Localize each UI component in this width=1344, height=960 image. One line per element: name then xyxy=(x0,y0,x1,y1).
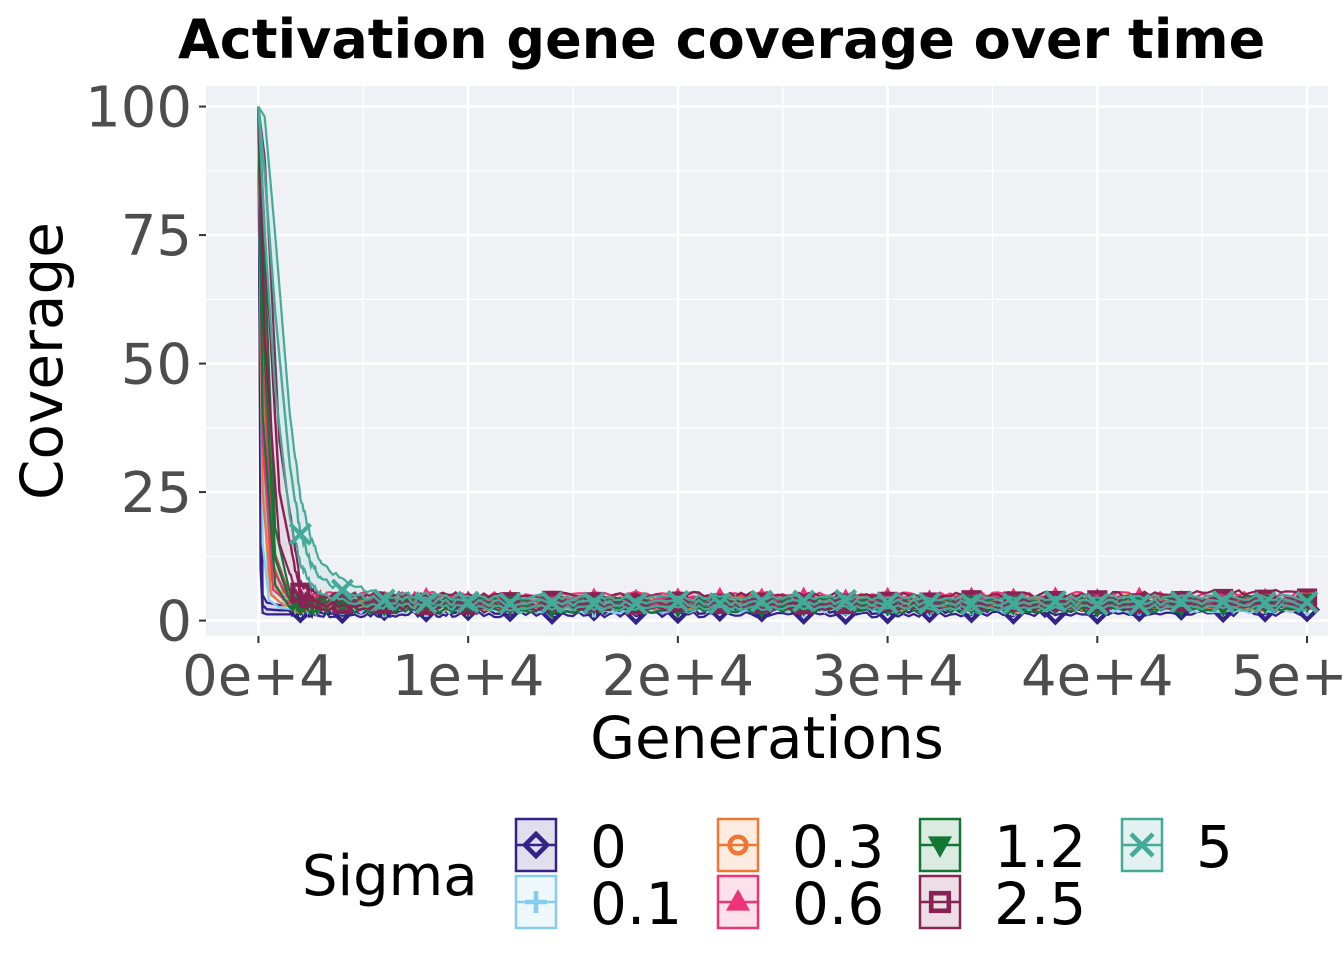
data-point xyxy=(750,589,774,613)
data-point xyxy=(1127,593,1151,617)
data-point xyxy=(876,591,900,615)
ci-upper-line xyxy=(257,106,1308,602)
plot-data xyxy=(257,106,1320,626)
data-point xyxy=(624,591,648,615)
panel-background xyxy=(206,86,1328,636)
legend-key-marker xyxy=(525,891,547,913)
legend-item-5: 5 xyxy=(1120,813,1233,881)
legend-item-label: 0 xyxy=(590,813,627,881)
ci-lower-line xyxy=(257,106,1308,612)
plot-panel xyxy=(206,86,1328,636)
y-tick-label: 25 xyxy=(121,461,192,526)
legend-item-label: 0.1 xyxy=(590,870,682,938)
axes: 0 25 50 75 100 0e+4 1e+4 2e+4 3e+4 4e+4 5e+4 xyxy=(85,76,1344,709)
y-tick-label: 0 xyxy=(156,590,192,655)
legend-key-marker xyxy=(927,836,953,858)
y-axis-label: Coverage xyxy=(8,222,76,500)
legend-key-marker xyxy=(521,830,551,860)
data-point xyxy=(288,522,312,546)
data-point xyxy=(1043,589,1067,613)
data-point xyxy=(498,591,522,615)
x-axis-label: Generations xyxy=(590,704,944,772)
data-point xyxy=(1045,590,1066,612)
legend-title: Sigma xyxy=(302,844,478,909)
legend-key-marker xyxy=(928,890,952,914)
legend-item-0.1: 0.1 xyxy=(514,870,682,938)
y-tick-label: 75 xyxy=(121,204,192,269)
data-point xyxy=(666,589,690,613)
legend-item-label: 0.3 xyxy=(792,813,884,881)
x-tick-label: 5e+4 xyxy=(1231,644,1344,709)
y-tick-label: 100 xyxy=(85,76,192,141)
data-point xyxy=(456,590,480,614)
x-tick-label: 4e+4 xyxy=(1021,644,1174,709)
legend-item-0.3: 0.3 xyxy=(716,813,884,881)
legend-key-marker xyxy=(725,889,751,911)
data-point xyxy=(1253,591,1277,615)
data-point xyxy=(1085,592,1109,616)
data-point xyxy=(372,588,396,612)
x-tick-label: 0e+4 xyxy=(182,644,335,709)
legend-item-0: 0 xyxy=(514,813,627,881)
legend-item-1.2: 1.2 xyxy=(918,813,1086,881)
legend-key-marker xyxy=(727,834,749,856)
data-point xyxy=(1295,590,1319,614)
legend-item-label: 0.6 xyxy=(792,870,884,938)
mean-line xyxy=(257,106,1308,608)
y-tick-label: 50 xyxy=(121,333,192,398)
data-point xyxy=(1001,592,1025,616)
data-point xyxy=(1211,590,1235,613)
data-point xyxy=(540,590,564,614)
legend: 00.1 0.30.6 1.22.5 5 xyxy=(514,813,1233,938)
legend-item-label: 2.5 xyxy=(994,870,1086,938)
chart-title: Activation gene coverage over time xyxy=(178,8,1265,71)
legend-item-label: 5 xyxy=(1196,813,1233,881)
data-point xyxy=(414,591,438,615)
legend-item-label: 1.2 xyxy=(994,813,1086,881)
data-point xyxy=(708,592,732,616)
data-point xyxy=(330,578,354,602)
x-tick-label: 2e+4 xyxy=(602,644,755,709)
x-tick-label: 3e+4 xyxy=(811,644,964,709)
data-point xyxy=(792,589,816,613)
data-point xyxy=(582,591,606,615)
data-point xyxy=(959,592,983,616)
legend-key-marker xyxy=(1129,832,1155,858)
data-point xyxy=(1169,590,1193,614)
series-5 xyxy=(257,106,1319,617)
legend-item-2.5: 2.5 xyxy=(918,870,1086,938)
data-point xyxy=(834,588,858,612)
x-tick-label: 1e+4 xyxy=(392,644,545,709)
data-point xyxy=(290,582,311,603)
legend-item-0.6: 0.6 xyxy=(716,870,884,938)
data-point xyxy=(918,591,942,615)
